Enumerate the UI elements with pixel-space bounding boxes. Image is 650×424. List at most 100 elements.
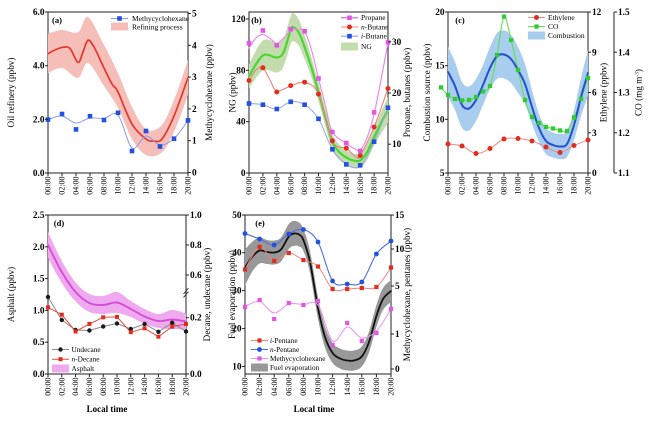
- svg-text:1.2: 1.2: [618, 129, 630, 139]
- svg-text:04:00: 04:00: [270, 378, 279, 396]
- svg-text:Propane, butanes (ppbv): Propane, butanes (ppbv): [402, 48, 412, 138]
- svg-text:12:00: 12:00: [528, 177, 537, 195]
- svg-text:20:00: 20:00: [184, 177, 193, 195]
- svg-text:30: 30: [232, 287, 242, 297]
- svg-text:14:00: 14:00: [342, 177, 351, 195]
- svg-text:Combustion: Combustion: [548, 31, 585, 40]
- svg-text:16:00: 16:00: [556, 177, 565, 195]
- svg-text:1.5: 1.5: [618, 8, 630, 18]
- svg-text:CO (mg m-3): CO (mg m-3): [634, 69, 644, 116]
- svg-text:Local time: Local time: [294, 404, 335, 414]
- svg-text:3: 3: [192, 73, 197, 83]
- svg-text:0.6: 0.6: [190, 271, 202, 281]
- svg-text:06:00: 06:00: [85, 378, 94, 396]
- svg-text:14:00: 14:00: [343, 378, 352, 396]
- svg-text:10: 10: [232, 363, 242, 373]
- svg-text:Fuel evaporation: Fuel evaporation: [270, 363, 320, 372]
- svg-text:10:00: 10:00: [514, 177, 523, 195]
- svg-text:12:00: 12:00: [328, 378, 337, 396]
- svg-text:0.0: 0.0: [33, 370, 45, 380]
- svg-text:20:00: 20:00: [387, 378, 396, 396]
- svg-text:10:00: 10:00: [114, 177, 123, 195]
- svg-text:0: 0: [592, 169, 597, 179]
- svg-text:9: 9: [592, 48, 597, 58]
- svg-text:(b): (b): [251, 15, 262, 25]
- svg-text:40: 40: [236, 118, 246, 128]
- svg-text:08:00: 08:00: [299, 378, 308, 396]
- svg-text:1.4: 1.4: [618, 48, 630, 58]
- svg-text:6.0: 6.0: [33, 8, 45, 18]
- svg-text:00:00: 00:00: [245, 177, 254, 195]
- svg-text:Asphalt (ppbv): Asphalt (ppbv): [6, 267, 16, 322]
- svg-text:06:00: 06:00: [286, 177, 295, 195]
- svg-text:Methycyclohexane (ppbv): Methycyclohexane (ppbv): [204, 44, 214, 141]
- svg-text:Local time: Local time: [87, 404, 128, 414]
- svg-text:n-Decane: n-Decane: [72, 355, 100, 364]
- svg-text:5: 5: [395, 282, 400, 292]
- svg-text:16:00: 16:00: [356, 177, 365, 195]
- svg-text:NG (ppbv): NG (ppbv): [228, 72, 238, 112]
- svg-text:Ethylene (ppbv): Ethylene (ppbv): [599, 63, 609, 122]
- svg-text:12:00: 12:00: [128, 177, 137, 195]
- svg-text:15: 15: [435, 62, 445, 72]
- svg-text:2.0: 2.0: [33, 243, 45, 253]
- svg-text:12:00: 12:00: [328, 177, 337, 195]
- svg-text:(e): (e): [255, 218, 265, 228]
- svg-text:15: 15: [395, 211, 405, 221]
- svg-text:20:00: 20:00: [182, 378, 191, 396]
- svg-text:08:00: 08:00: [99, 378, 108, 396]
- svg-text:0: 0: [395, 365, 400, 375]
- svg-text:80: 80: [236, 66, 246, 76]
- svg-text:18:00: 18:00: [168, 378, 177, 396]
- svg-text:08:00: 08:00: [300, 177, 309, 195]
- svg-text:1.1: 1.1: [618, 169, 630, 179]
- svg-text:12:00: 12:00: [126, 378, 135, 396]
- svg-text:NG: NG: [361, 42, 372, 51]
- svg-text:08:00: 08:00: [500, 177, 509, 195]
- svg-text:20: 20: [392, 89, 402, 99]
- svg-text:Combustion source (ppbv): Combustion source (ppbv): [422, 44, 432, 142]
- svg-text:1.5: 1.5: [33, 275, 45, 285]
- svg-text:10:00: 10:00: [113, 378, 122, 396]
- svg-text:20:00: 20:00: [384, 177, 393, 195]
- svg-text:10: 10: [435, 115, 445, 125]
- svg-text:0: 0: [192, 169, 197, 179]
- svg-text:6: 6: [592, 89, 597, 99]
- svg-text:5: 5: [192, 10, 197, 20]
- svg-text:12: 12: [592, 8, 602, 18]
- svg-text:18:00: 18:00: [370, 177, 379, 195]
- svg-text:1.3: 1.3: [618, 89, 630, 99]
- svg-text:Decane, undecane (ppbv): Decane, undecane (ppbv): [202, 248, 212, 342]
- svg-text:Refining process: Refining process: [132, 23, 183, 32]
- svg-text:1: 1: [192, 137, 197, 147]
- svg-text:08:00: 08:00: [100, 177, 109, 195]
- svg-text:14:00: 14:00: [542, 177, 551, 195]
- svg-text:(d): (d): [54, 218, 65, 228]
- svg-text:Methycyclohexane: Methycyclohexane: [132, 14, 190, 23]
- svg-text:04:00: 04:00: [272, 177, 281, 195]
- svg-text:2: 2: [192, 105, 197, 115]
- svg-text:1: 1: [395, 330, 400, 340]
- svg-text:06:00: 06:00: [86, 177, 95, 195]
- svg-text:06:00: 06:00: [486, 177, 495, 195]
- svg-text:10: 10: [392, 140, 402, 150]
- svg-text:16:00: 16:00: [357, 378, 366, 396]
- svg-text:30: 30: [392, 38, 402, 48]
- svg-text:20: 20: [232, 325, 242, 335]
- svg-text:3: 3: [592, 129, 597, 139]
- svg-text:16:00: 16:00: [154, 378, 163, 396]
- svg-text:Asphalt: Asphalt: [72, 364, 95, 373]
- svg-text:2.0: 2.0: [33, 115, 45, 125]
- svg-text:04:00: 04:00: [472, 177, 481, 195]
- svg-text:Methycyclohexane: Methycyclohexane: [270, 354, 326, 363]
- svg-text:0.2: 0.2: [190, 314, 202, 324]
- svg-text:Propane: Propane: [361, 13, 386, 22]
- svg-text:2.5: 2.5: [33, 211, 45, 221]
- svg-text:20: 20: [435, 8, 445, 18]
- svg-text:CO: CO: [548, 22, 559, 31]
- svg-text:5: 5: [440, 169, 445, 179]
- svg-text:0: 0: [241, 169, 246, 179]
- svg-text:0.0: 0.0: [33, 169, 45, 179]
- svg-text:50: 50: [232, 211, 242, 221]
- svg-text:Fuel evaporation (ppbv): Fuel evaporation (ppbv): [227, 250, 237, 339]
